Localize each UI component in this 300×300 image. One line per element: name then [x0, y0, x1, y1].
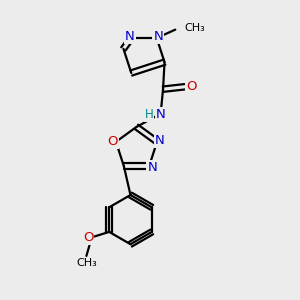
Text: O: O	[186, 80, 196, 93]
Text: N: N	[147, 161, 157, 174]
Text: CH₃: CH₃	[76, 257, 97, 268]
Text: N: N	[125, 30, 135, 43]
Text: N: N	[156, 108, 166, 121]
Text: O: O	[108, 135, 118, 148]
Text: O: O	[83, 231, 93, 244]
Text: N: N	[153, 30, 163, 43]
Text: CH₃: CH₃	[184, 23, 205, 33]
Text: H: H	[145, 108, 154, 121]
Text: N: N	[155, 134, 165, 147]
